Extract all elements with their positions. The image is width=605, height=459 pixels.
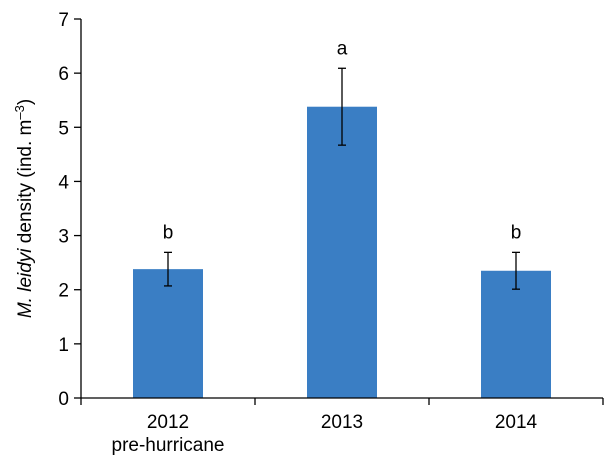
y-axis-label: M. leidyi density (ind. m–3) xyxy=(12,99,36,318)
y-tick-label: 6 xyxy=(58,64,69,85)
x-tick-label: 2014 xyxy=(495,412,538,433)
significance-letter: b xyxy=(163,222,174,243)
y-tick-label: 7 xyxy=(58,10,69,31)
significance-letter: a xyxy=(337,38,348,59)
y-tick-label: 1 xyxy=(58,335,69,356)
error-bars xyxy=(164,67,520,290)
y-axis-label-exponent: –3 xyxy=(12,105,27,119)
significance-letters: b a b xyxy=(163,38,522,243)
y-tick-label: 5 xyxy=(58,118,69,139)
bar xyxy=(481,270,551,398)
y-tick-label: 3 xyxy=(58,227,69,248)
y-tick-label: 0 xyxy=(58,389,69,410)
x-tick-label: 2013 xyxy=(321,412,363,433)
significance-letter: b xyxy=(511,222,522,243)
bar xyxy=(307,106,377,398)
bar xyxy=(133,269,203,398)
x-tick-sublabel: pre-hurricane xyxy=(112,435,225,456)
y-tick-label: 2 xyxy=(58,281,69,302)
y-axis-label-text: density (ind. m xyxy=(15,120,36,249)
y-axis-label-species: M. leidyi xyxy=(15,248,36,318)
y-tick-label: 4 xyxy=(58,172,69,193)
y-axis-label-close: ) xyxy=(15,99,36,105)
y-axis-ticks: 0 1 2 3 4 5 6 7 xyxy=(58,10,81,410)
bars xyxy=(133,106,551,398)
x-tick-label: 2012 xyxy=(147,412,189,433)
